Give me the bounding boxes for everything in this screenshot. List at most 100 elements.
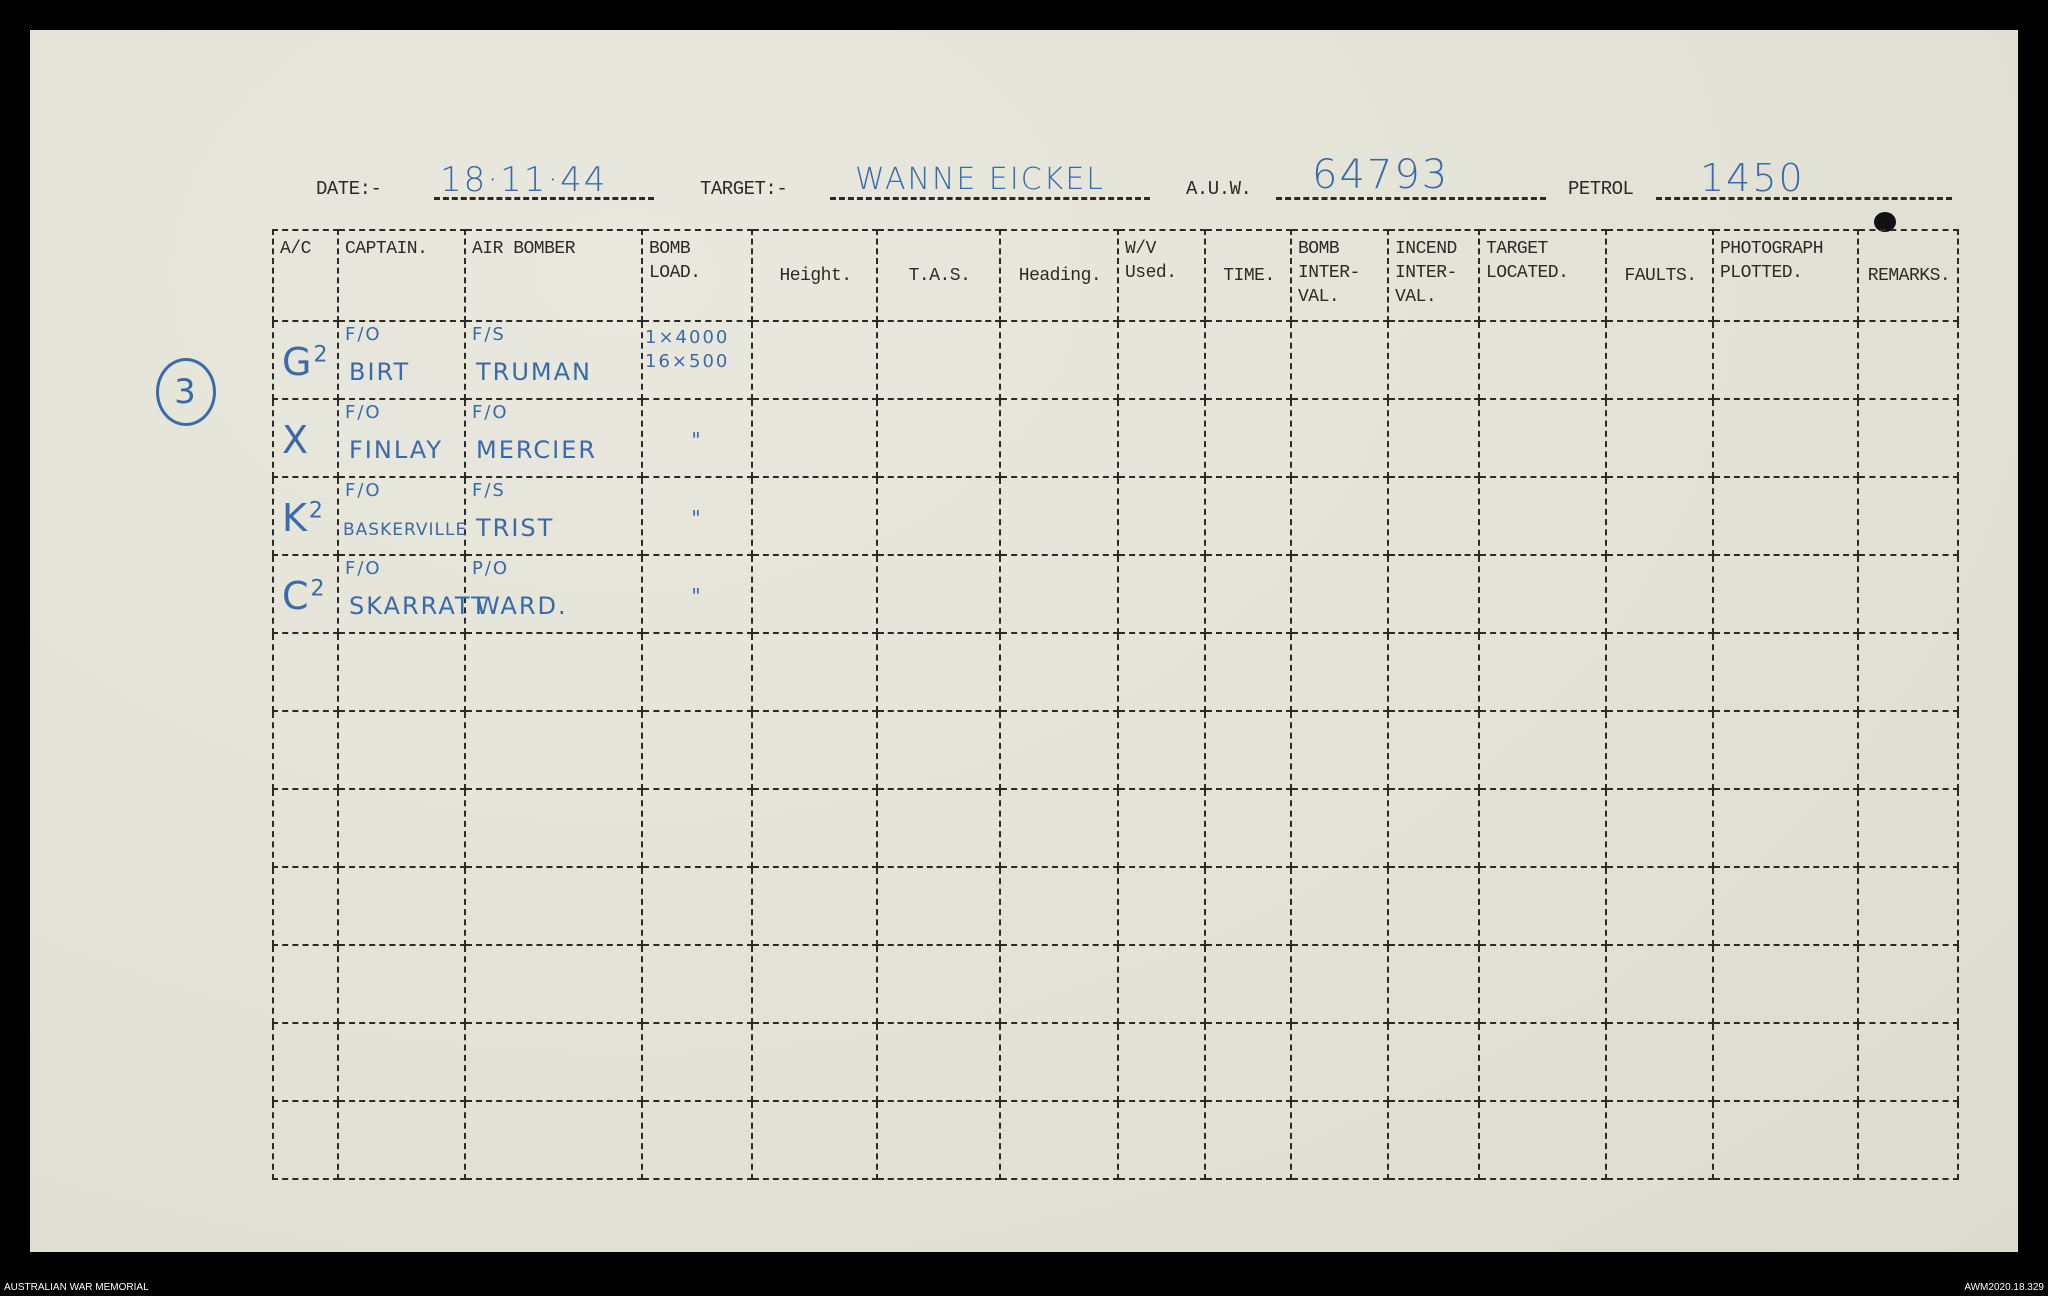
table-cell: [272, 710, 339, 790]
column-header-wrap: REMARKS.: [1865, 231, 1953, 320]
table-cell: [1204, 1100, 1292, 1180]
table-cell: [1712, 944, 1859, 1024]
column-header-wrap: T.A.S.: [884, 231, 995, 320]
table-cell: [1478, 1100, 1607, 1180]
table-cell: [1605, 710, 1714, 790]
bomber-name: TRUMAN: [476, 358, 592, 386]
table-cell: [1117, 476, 1206, 556]
table-cell: [1387, 788, 1480, 868]
column-header-label: Height.: [779, 265, 852, 286]
table-cell: [751, 398, 878, 478]
table-cell: [1478, 476, 1607, 556]
table-row: K2 F/O BASKERVILLE F/S TRIST ": [272, 476, 1959, 556]
table-cell: C2: [272, 554, 339, 634]
aircraft-letter-text: G: [282, 340, 314, 384]
table-cell: [1857, 944, 1959, 1024]
table-cell: [641, 944, 753, 1024]
table-cell: [1387, 476, 1480, 556]
table-cell: [337, 1100, 466, 1180]
table-row-empty: [272, 632, 1959, 712]
table-cell: [641, 866, 753, 946]
footer-institution: AUSTRALIAN WAR MEMORIAL: [4, 1282, 149, 1293]
table-cell: [1857, 476, 1959, 556]
bomb-load: 1×4000 16×500: [645, 327, 730, 372]
column-header: TIME.: [1204, 229, 1292, 322]
table-cell: [751, 1022, 878, 1102]
table-cell: [1117, 632, 1206, 712]
table-cell: [999, 710, 1119, 790]
table-row-empty: [272, 944, 1959, 1024]
aircraft-letter: K2: [282, 496, 325, 540]
table-cell: [1605, 632, 1714, 712]
circled-number-text: 3: [174, 372, 198, 412]
column-header-label: FAULTS.: [1624, 265, 1697, 286]
table-cell: [1117, 866, 1206, 946]
table-cell: [464, 710, 643, 790]
table-cell: [272, 1022, 339, 1102]
column-header: BOMB LOAD.: [641, 229, 753, 322]
table-cell: [751, 710, 878, 790]
column-header-label: PHOTOGRAPH PLOTTED.: [1720, 239, 1824, 283]
table-cell: [1478, 320, 1607, 400]
table-cell: [1478, 944, 1607, 1024]
table-cell: [272, 1100, 339, 1180]
table-cell: [1605, 1022, 1714, 1102]
column-header: CAPTAIN.: [337, 229, 466, 322]
bomber-rank: F/S: [472, 480, 506, 501]
table-cell: [464, 788, 643, 868]
table-cell: F/O SKARRATT: [337, 554, 486, 634]
column-header-label: Heading.: [1018, 265, 1102, 286]
column-header-label: W/V Used.: [1125, 239, 1177, 283]
table-cell: [641, 788, 753, 868]
table-cell: [751, 320, 878, 400]
table-cell: ": [641, 554, 753, 634]
table-cell: F/O BASKERVILLE: [337, 476, 468, 556]
aircraft-letter: C2: [282, 574, 327, 618]
table-cell: [1478, 1022, 1607, 1102]
date-underline: [434, 197, 654, 200]
header-row: A/C CAPTAIN. AIR BOMBER BOMB LOAD. Height. T.…: [272, 229, 1959, 322]
column-header-label: T.A.S.: [908, 265, 971, 286]
table-row: X F/O FINLAY F/O MERCIER ": [272, 398, 1959, 478]
column-header-label: TIME.: [1223, 265, 1275, 286]
table-cell: [1605, 398, 1714, 478]
captain-name: BIRT: [349, 358, 411, 386]
column-header-label: TARGET LOCATED.: [1486, 239, 1569, 283]
table-cell: [1290, 944, 1389, 1024]
column-header-wrap: FAULTS.: [1613, 231, 1708, 320]
table-cell: [1478, 866, 1607, 946]
table-cell: [337, 632, 466, 712]
table-cell: [464, 1100, 643, 1180]
captain-name: BASKERVILLE: [343, 520, 468, 540]
table-cell: [999, 554, 1119, 634]
bomber-rank: F/S: [472, 324, 506, 345]
table-cell: [1387, 944, 1480, 1024]
table-cell: [751, 476, 878, 556]
aircraft-suffix: 2: [308, 498, 325, 524]
table-cell: [1857, 320, 1959, 400]
table-cell: [1290, 320, 1389, 400]
table-cell: [337, 1022, 466, 1102]
table-cell: G2: [272, 320, 339, 400]
bomber-rank: F/O: [472, 402, 509, 423]
petrol-label: PETROL: [1568, 178, 1634, 200]
bomber-name: MERCIER: [476, 436, 598, 464]
table-cell: [337, 866, 466, 946]
table-cell: [1605, 320, 1714, 400]
table-cell: [641, 1100, 753, 1180]
table-cell: [1605, 788, 1714, 868]
petrol-value: 1450: [1700, 156, 1805, 200]
table-cell: [1387, 1022, 1480, 1102]
bomb-load: ": [691, 506, 703, 530]
table-cell: [337, 788, 466, 868]
table-cell: X: [272, 398, 339, 478]
ink-blot: [1874, 212, 1896, 232]
table-cell: [999, 788, 1119, 868]
table-cell: [751, 1100, 878, 1180]
table-cell: ": [641, 476, 753, 556]
table-cell: [272, 944, 339, 1024]
captain-name: FINLAY: [349, 436, 443, 464]
table-cell: [1857, 1100, 1959, 1180]
table-cell: [1204, 398, 1292, 478]
column-header-label: BOMB INTER-VAL.: [1298, 239, 1360, 307]
